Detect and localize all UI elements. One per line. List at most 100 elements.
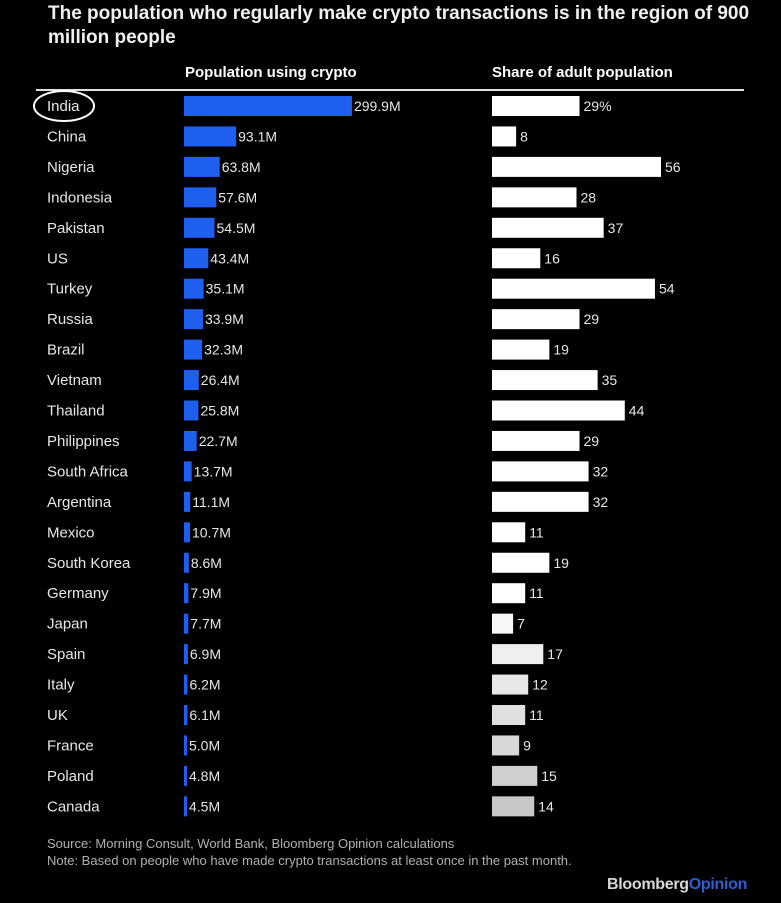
country-label: Argentina bbox=[47, 494, 112, 511]
bloomberg-opinion-logo: BloombergOpinion bbox=[607, 876, 748, 893]
share-value-label: 37 bbox=[608, 220, 624, 236]
country-label: Russia bbox=[47, 311, 94, 328]
source-note: Source: Morning Consult, World Bank, Blo… bbox=[47, 836, 455, 851]
share-value-label: 29 bbox=[584, 311, 600, 327]
country-label: Thailand bbox=[47, 403, 105, 420]
population-value-label: 6.1M bbox=[189, 707, 220, 723]
share-bar bbox=[492, 705, 526, 725]
population-bar bbox=[184, 644, 188, 665]
population-bar bbox=[184, 339, 203, 360]
country-label: Nigeria bbox=[47, 159, 95, 176]
share-bar bbox=[492, 187, 577, 208]
country-label: Germany bbox=[47, 585, 109, 602]
share-value-label: 35 bbox=[602, 372, 618, 388]
share-value-label: 12 bbox=[532, 677, 548, 693]
chart-title: The population who regularly make crypto… bbox=[48, 3, 750, 48]
population-value-label: 57.6M bbox=[218, 189, 257, 205]
share-bar bbox=[492, 430, 580, 451]
population-value-label: 6.2M bbox=[189, 677, 220, 693]
country-label: Brazil bbox=[47, 342, 85, 359]
population-bar bbox=[184, 370, 199, 391]
share-bar bbox=[492, 583, 526, 604]
population-bar bbox=[184, 765, 187, 786]
share-bar bbox=[492, 278, 655, 299]
share-bar bbox=[492, 796, 535, 817]
population-bar bbox=[184, 187, 217, 208]
share-value-label: 8 bbox=[520, 128, 528, 144]
country-label: Italy bbox=[47, 677, 75, 694]
share-value-label: 11 bbox=[529, 524, 544, 540]
share-value-label: 11 bbox=[529, 707, 544, 723]
population-value-label: 299.9M bbox=[354, 98, 401, 114]
share-value-label: 28 bbox=[581, 189, 597, 205]
share-value-label: 54 bbox=[659, 281, 675, 297]
country-label: South Africa bbox=[47, 463, 129, 480]
population-value-label: 4.8M bbox=[189, 768, 220, 784]
population-value-label: 35.1M bbox=[206, 281, 245, 297]
population-bar bbox=[184, 491, 191, 512]
header-divider bbox=[36, 89, 744, 91]
share-bar bbox=[492, 309, 580, 330]
share-bar bbox=[492, 674, 529, 695]
country-label: Mexico bbox=[47, 524, 95, 541]
share-bar bbox=[492, 96, 580, 116]
share-bar bbox=[492, 217, 604, 238]
population-value-label: 43.4M bbox=[210, 250, 249, 266]
population-bar bbox=[184, 796, 187, 817]
population-bar bbox=[184, 400, 199, 421]
share-bar bbox=[492, 400, 625, 421]
country-label: South Korea bbox=[47, 555, 131, 572]
country-label: Japan bbox=[47, 616, 88, 633]
population-value-label: 7.9M bbox=[190, 585, 221, 601]
country-label: Indonesia bbox=[47, 189, 113, 206]
share-value-label: 19 bbox=[553, 555, 569, 571]
population-value-label: 11.1M bbox=[192, 494, 230, 510]
population-bar bbox=[184, 126, 237, 147]
population-bar bbox=[184, 735, 187, 756]
share-value-label: 32 bbox=[593, 463, 609, 479]
share-bar bbox=[492, 644, 544, 665]
share-bar bbox=[492, 461, 589, 482]
population-value-label: 54.5M bbox=[217, 220, 256, 236]
share-value-label: 19 bbox=[553, 342, 569, 358]
country-label: UK bbox=[47, 707, 68, 724]
share-value-label: 29 bbox=[584, 433, 600, 449]
share-value-label: 29% bbox=[584, 98, 612, 114]
share-value-label: 32 bbox=[593, 494, 609, 510]
country-label: Pakistan bbox=[47, 220, 105, 237]
population-bar bbox=[184, 552, 189, 573]
population-value-label: 63.8M bbox=[222, 159, 261, 175]
population-bar bbox=[184, 583, 189, 604]
share-bar bbox=[492, 613, 514, 634]
share-value-label: 17 bbox=[547, 646, 563, 662]
share-bar bbox=[492, 765, 538, 786]
population-value-label: 25.8M bbox=[200, 403, 239, 419]
share-bar bbox=[492, 156, 661, 177]
population-column-header: Population using crypto bbox=[185, 64, 357, 81]
population-value-label: 32.3M bbox=[204, 342, 243, 358]
population-value-label: 13.7M bbox=[194, 463, 233, 479]
population-value-label: 33.9M bbox=[205, 311, 244, 327]
share-value-label: 15 bbox=[541, 768, 557, 784]
share-value-label: 11 bbox=[529, 585, 544, 601]
bar-chart: India 299.9M 29% China 93.1M 8 Nigeria 63.8M 56 I… bbox=[33, 90, 681, 817]
population-value-label: 7.7M bbox=[190, 616, 221, 632]
population-bar bbox=[184, 248, 209, 269]
highlight-circle bbox=[33, 90, 95, 122]
country-label: Turkey bbox=[47, 281, 93, 298]
share-value-label: 44 bbox=[629, 403, 645, 419]
share-bar bbox=[492, 339, 550, 360]
country-label: US bbox=[47, 250, 68, 267]
share-bar bbox=[492, 248, 541, 269]
share-value-label: 56 bbox=[665, 159, 681, 175]
population-value-label: 93.1M bbox=[238, 128, 277, 144]
population-bar bbox=[184, 278, 204, 299]
population-value-label: 4.5M bbox=[189, 798, 220, 814]
share-value-label: 16 bbox=[544, 250, 560, 266]
population-value-label: 8.6M bbox=[191, 555, 222, 571]
share-bar bbox=[492, 735, 520, 756]
share-value-label: 14 bbox=[538, 798, 554, 814]
population-bar bbox=[184, 522, 190, 543]
population-value-label: 22.7M bbox=[199, 433, 238, 449]
population-bar bbox=[184, 96, 352, 116]
